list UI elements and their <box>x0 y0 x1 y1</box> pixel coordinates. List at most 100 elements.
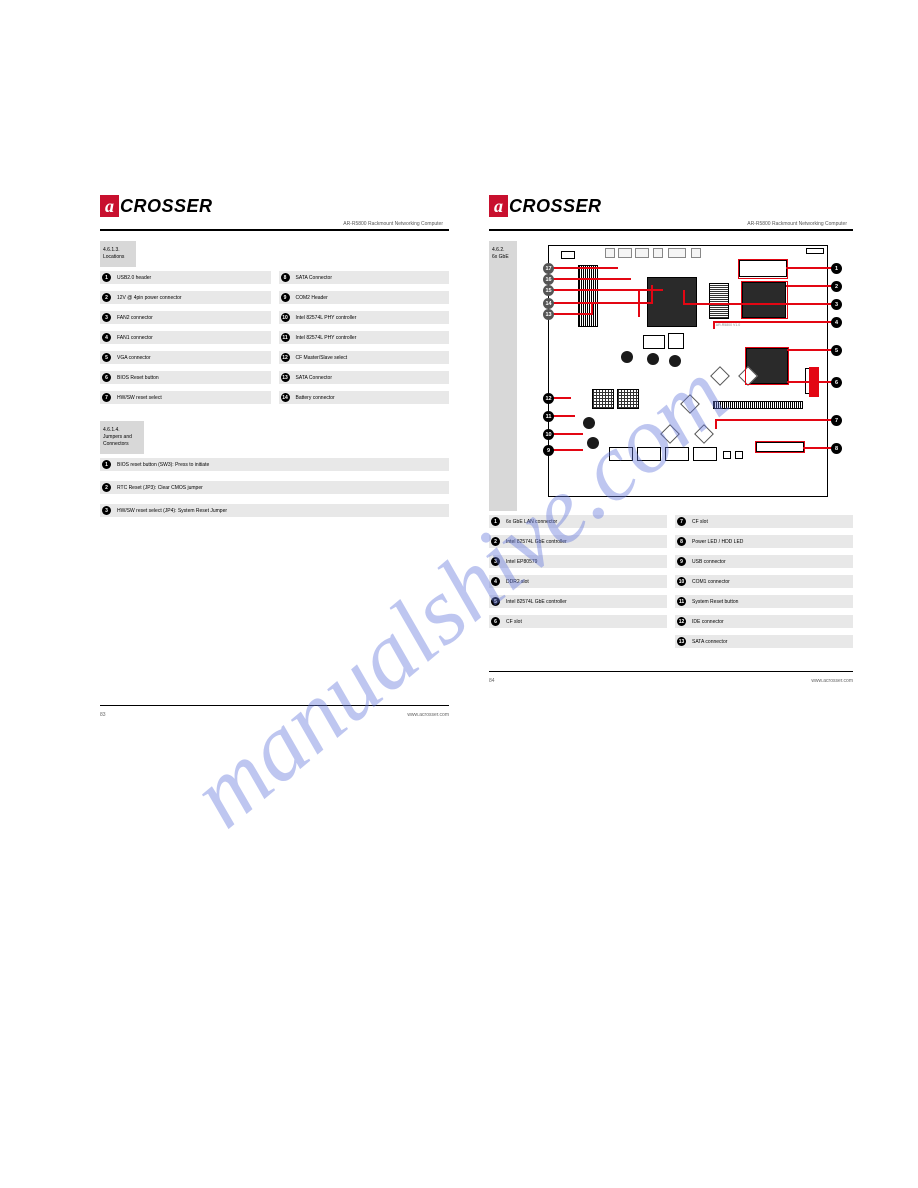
page-number: 84 <box>489 678 495 684</box>
callout-line <box>553 289 663 291</box>
section-num: 4.6.1.4. <box>103 427 140 434</box>
connector-icon <box>637 447 661 461</box>
list-item: 8Power LED / HDD LED <box>675 535 853 548</box>
logo-icon: a <box>100 195 119 217</box>
section-title: Locations <box>103 254 132 261</box>
board-col2: 7CF slot8Power LED / HDD LED9USB connect… <box>675 515 853 655</box>
page-right: a CROSSER AR-R5800 Rackmount Networking … <box>489 195 853 718</box>
footer-url: www.acrosser.com <box>407 712 449 718</box>
bullet-icon: 13 <box>281 373 290 382</box>
list-item-label: FAN2 connector <box>117 315 153 321</box>
connector-icon <box>609 447 633 461</box>
callout-bullet: 4 <box>831 317 842 328</box>
hole-icon <box>669 355 681 367</box>
list-item: 10Intel 82574L PHY controller <box>279 311 450 324</box>
logo-icon: a <box>489 195 508 217</box>
callout-bullet: 3 <box>831 299 842 310</box>
list-item-label: SATA connector <box>692 639 727 645</box>
callout-line <box>553 397 571 399</box>
list-item-label: SATA Connector <box>296 275 333 281</box>
bullet-icon: 13 <box>677 637 686 646</box>
footer-url: www.acrosser.com <box>811 678 853 684</box>
doc-subtitle: AR-R5800 Rackmount Networking Computer <box>489 221 853 227</box>
list-item: 1BIOS reset button (SW3): Press to initi… <box>100 458 449 471</box>
list-item: 12IDE connector <box>675 615 853 628</box>
bullet-icon: 7 <box>677 517 686 526</box>
bullet-icon: 6 <box>491 617 500 626</box>
list-item: 11System Reset button <box>675 595 853 608</box>
connector-icon <box>723 451 731 459</box>
board-component <box>578 265 598 327</box>
list-item-label: HW/SW reset select (JP4): System Reset J… <box>117 508 227 514</box>
divider-bottom <box>100 705 449 706</box>
bullet-icon: 14 <box>281 393 290 402</box>
bullet-icon: 11 <box>281 333 290 342</box>
doc-subtitle: AR-R5800 Rackmount Networking Computer <box>100 221 449 227</box>
section-header-6gbe: 4.6.2. 6x GbE <box>489 241 517 511</box>
logo: a CROSSER <box>100 195 449 217</box>
list-item: 4FAN1 connector <box>100 331 271 344</box>
connector-icon <box>618 248 632 258</box>
list-item-label: 6x GbE LAN connector <box>506 519 557 525</box>
hole-icon <box>621 351 633 363</box>
divider <box>100 229 449 231</box>
connector-icon <box>691 248 701 258</box>
list-item: 4DDR2 slot <box>489 575 667 588</box>
list-item: 13 SATA connector <box>675 635 853 648</box>
hole-icon <box>587 437 599 449</box>
callout-bullet: 7 <box>831 415 842 426</box>
bullet-icon: 2 <box>491 537 500 546</box>
bullet-icon: 4 <box>102 333 111 342</box>
callout-line <box>755 441 805 453</box>
bullet-icon: 2 <box>102 293 111 302</box>
list-item-label: COM1 connector <box>692 579 730 585</box>
list-item-label: Intel 82574L PHY controller <box>296 315 357 321</box>
list-item: 11Intel 82574L PHY controller <box>279 331 450 344</box>
board-col1: 16x GbE LAN connector2Intel 82574L GbE c… <box>489 515 667 655</box>
footer: 84 www.acrosser.com <box>489 678 853 684</box>
list-item: 14Battery connector <box>279 391 450 404</box>
callout-bullet: 15 <box>543 285 554 296</box>
divider-bottom <box>489 671 853 672</box>
bullet-icon: 3 <box>102 313 111 322</box>
callout-line <box>683 303 835 305</box>
section-num: 4.6.1.3. <box>103 247 132 254</box>
list-item: 9COM2 Header <box>279 291 450 304</box>
section-title-l1: Jumpers and <box>103 434 140 441</box>
list-item-label: System Reset button <box>692 599 738 605</box>
jumpers-col: 1BIOS reset button (SW3): Press to initi… <box>100 458 449 517</box>
connector-icon <box>806 248 824 254</box>
callout-line <box>553 267 618 269</box>
list-item-label: USB2.0 header <box>117 275 151 281</box>
list-item: 2RTC Reset (JP3): Clear CMOS jumper <box>100 481 449 494</box>
list-item-label: VGA connector <box>117 355 151 361</box>
connector-icon <box>693 447 717 461</box>
section-header-jumpers: 4.6.1.4. Jumpers and Connectors <box>100 421 144 454</box>
bullet-icon: 9 <box>281 293 290 302</box>
list-item-label: 12V @ 4pin power connector <box>117 295 182 301</box>
list-item: 8SATA Connector <box>279 271 450 284</box>
list-item-label: SATA Connector <box>296 375 333 381</box>
bullet-icon: 3 <box>102 506 111 515</box>
callout-line <box>591 302 593 314</box>
hole-icon <box>647 353 659 365</box>
footer: 83 www.acrosser.com <box>100 712 449 718</box>
page-number: 83 <box>100 712 106 718</box>
callout-bullet: 11 <box>543 411 554 422</box>
callout-line <box>715 419 833 421</box>
callout-line <box>745 347 789 385</box>
callout-bullet: 10 <box>543 429 554 440</box>
callout-bullet: 17 <box>543 263 554 274</box>
board-component <box>713 401 803 409</box>
list-item-label: BIOS Reset button <box>117 375 159 381</box>
board-component <box>617 389 639 409</box>
callout-line <box>741 281 788 319</box>
callout-bullet: 1 <box>831 263 842 274</box>
list-item: 16x GbE LAN connector <box>489 515 667 528</box>
logo: a CROSSER <box>489 195 853 217</box>
locations-col2: 8SATA Connector 9COM2 Header 10Intel 82574… <box>279 271 450 411</box>
list-item: 7HW/SW reset select <box>100 391 271 404</box>
connector-icon <box>665 447 689 461</box>
connector-icon <box>735 451 743 459</box>
callout-line <box>786 285 834 287</box>
